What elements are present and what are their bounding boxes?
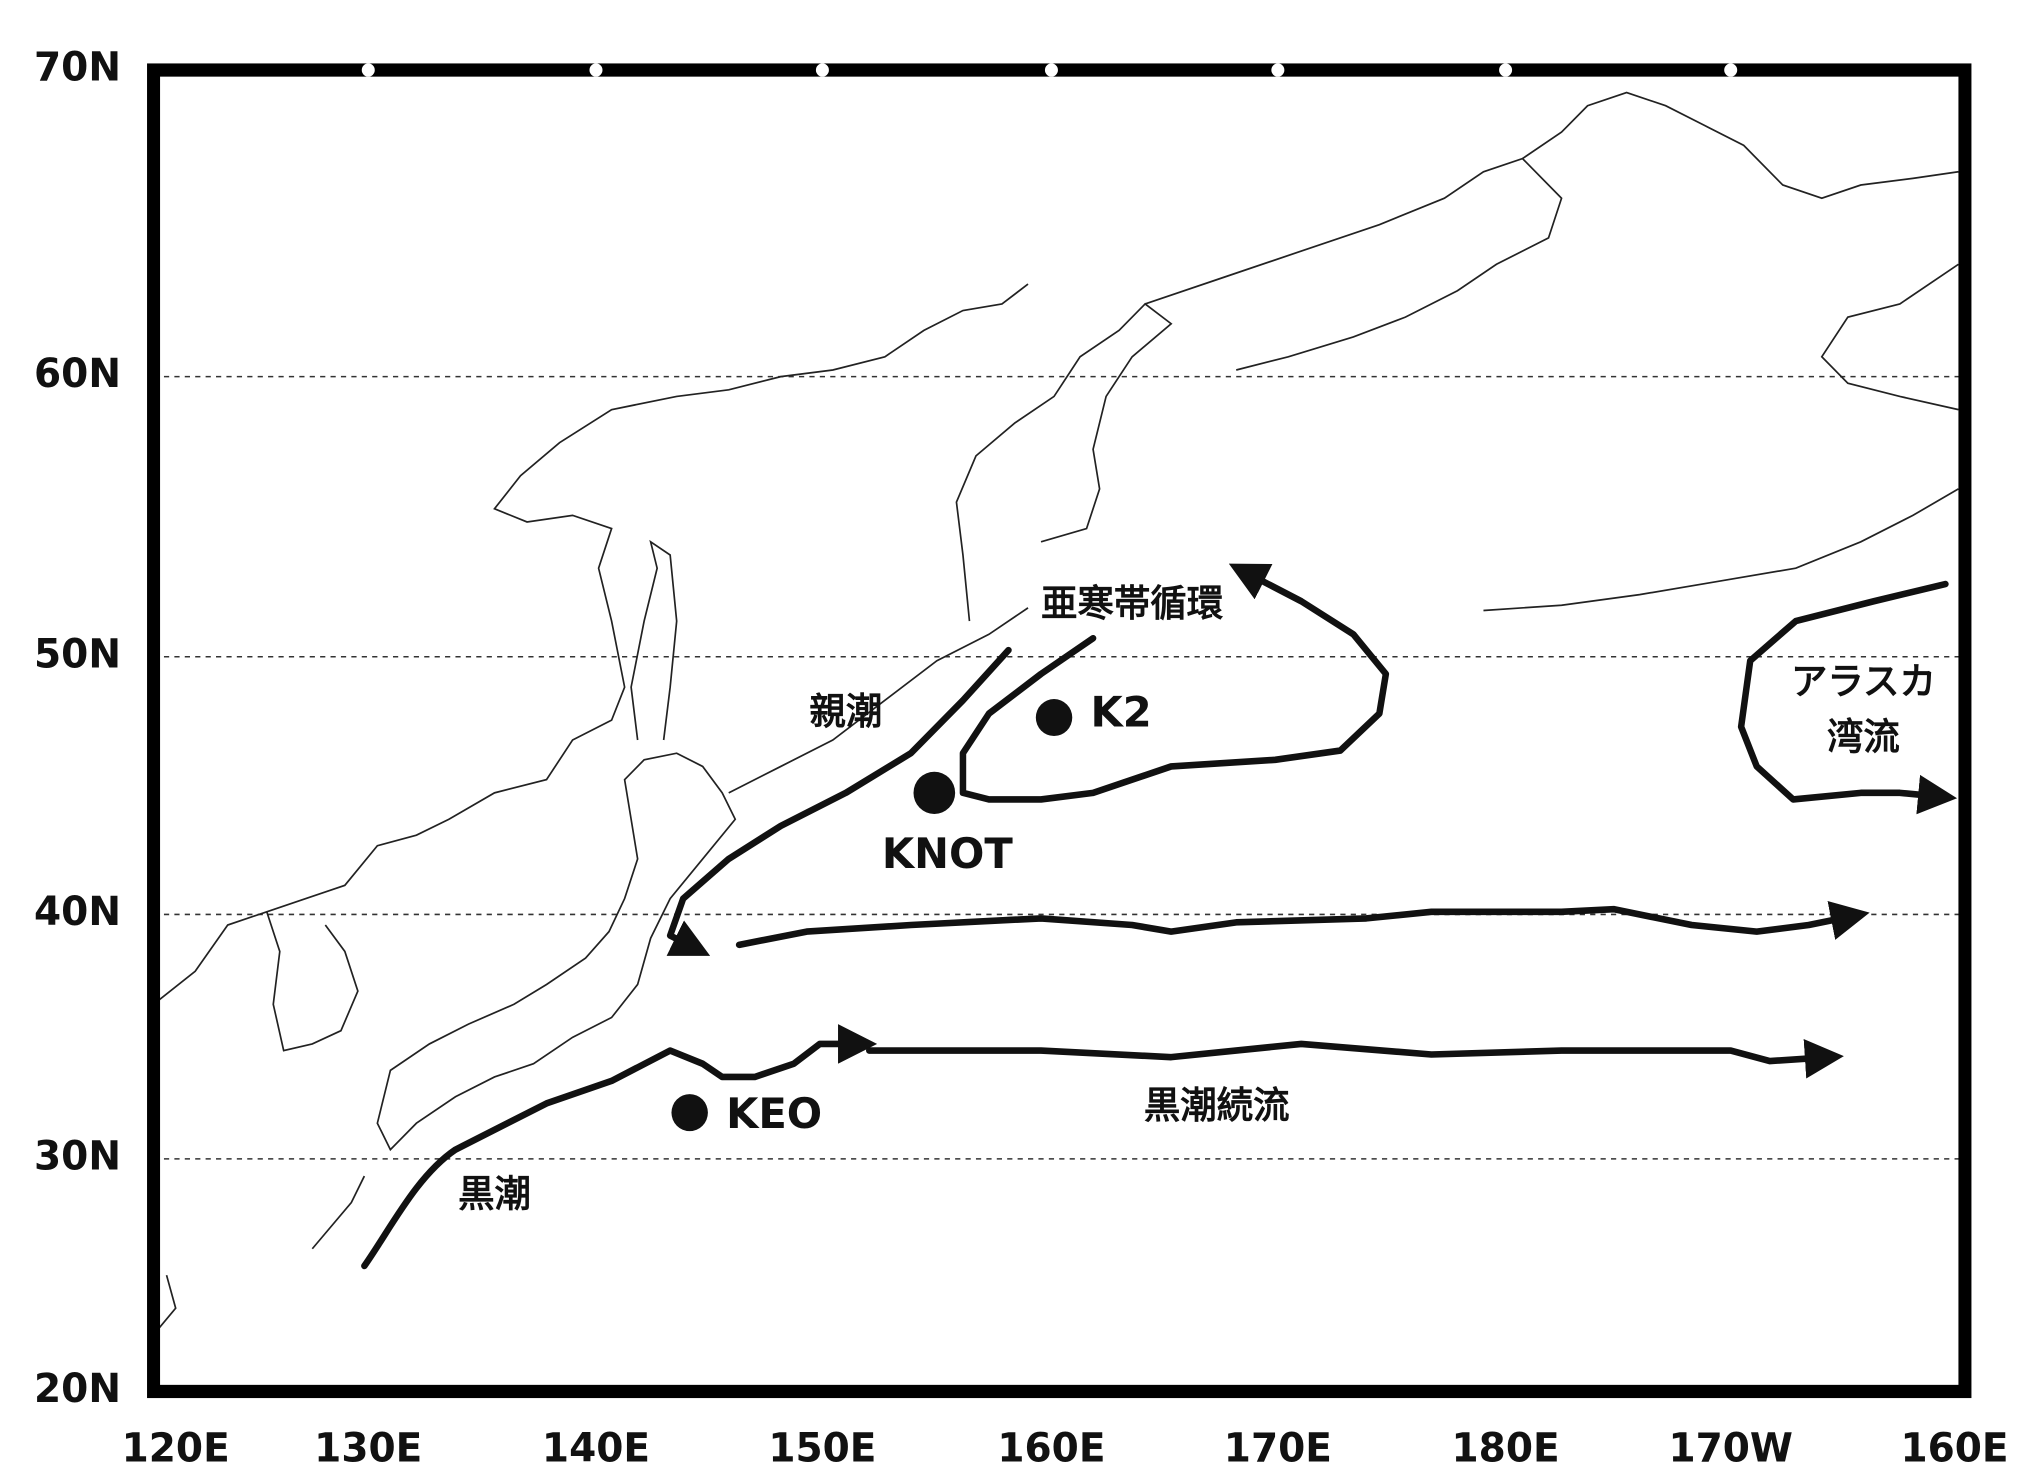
y-tick-label: 70N	[34, 44, 121, 90]
x-tick-label: 140E	[542, 1425, 650, 1471]
stations: K2 KNOT KEO	[671, 687, 1152, 1138]
current-label: 黒潮	[458, 1172, 531, 1215]
station-marker	[913, 771, 956, 814]
y-tick-label: 30N	[34, 1133, 121, 1179]
tick-mark	[815, 63, 829, 77]
tick-mark	[1271, 63, 1285, 77]
coastline	[265, 911, 359, 1052]
currents	[361, 563, 1958, 1270]
tick-mark	[1044, 63, 1058, 77]
current-label: 黒潮続流	[1144, 1084, 1290, 1127]
x-tick-label: 130E	[314, 1425, 422, 1471]
alaska-gyre	[1737, 580, 1958, 815]
x-tick-label: 120E	[122, 1425, 230, 1471]
oyashio	[666, 646, 1012, 956]
current-label: 親潮	[809, 690, 882, 733]
coastline	[1483, 488, 1959, 612]
x-tick-label: 160E	[997, 1425, 1105, 1471]
map-frame	[147, 63, 1972, 1399]
y-tick-label: 40N	[34, 889, 121, 935]
x-tick-label: 170W	[1668, 1425, 1793, 1471]
y-tick-label: 60N	[34, 351, 121, 397]
axes: 120E 130E 140E 150E 160E 170E 180E 170W 160E 70N 6…	[34, 44, 2009, 1471]
coastline	[376, 752, 737, 1152]
coastline	[153, 283, 1029, 1005]
coastlines	[152, 91, 1959, 1336]
station-marker	[671, 1094, 708, 1132]
station-label: KNOT	[882, 829, 1013, 878]
station-marker	[1035, 699, 1073, 737]
tick-mark	[1499, 63, 1513, 77]
tick-mark	[361, 63, 375, 77]
tick-mark	[589, 63, 603, 77]
x-tick-label: 160E	[1900, 1425, 2008, 1471]
current-label: 亜寒帯循環	[1041, 582, 1223, 625]
x-tick-label: 150E	[768, 1425, 876, 1471]
coastline	[728, 607, 1029, 794]
kuroshio-extension	[866, 1038, 1844, 1079]
current-labels: 亜寒帯循環 親潮 黒潮続流 黒潮 アラスカ 湾流	[458, 582, 1936, 1216]
y-tick-label: 50N	[34, 631, 121, 677]
subarctic-gyre	[959, 563, 1390, 803]
coastline	[955, 302, 1173, 622]
x-tick-label: 180E	[1452, 1425, 1560, 1471]
grid	[153, 375, 1965, 1160]
subarctic-front	[735, 900, 1870, 949]
coastline	[1522, 91, 1959, 200]
coastline	[630, 539, 678, 741]
coastline	[1144, 157, 1563, 371]
kuroshio	[361, 1024, 878, 1270]
coastline	[152, 1274, 177, 1336]
current-label: 湾流	[1827, 715, 1900, 758]
station-label: K2	[1090, 687, 1151, 736]
coastline	[1820, 263, 1959, 411]
x-tick-label: 170E	[1224, 1425, 1332, 1471]
tick-mark	[1724, 63, 1738, 77]
current-label: アラスカ	[1791, 659, 1936, 702]
y-tick-label: 20N	[34, 1366, 121, 1412]
coastline	[311, 1175, 366, 1250]
station-label: KEO	[726, 1089, 822, 1138]
